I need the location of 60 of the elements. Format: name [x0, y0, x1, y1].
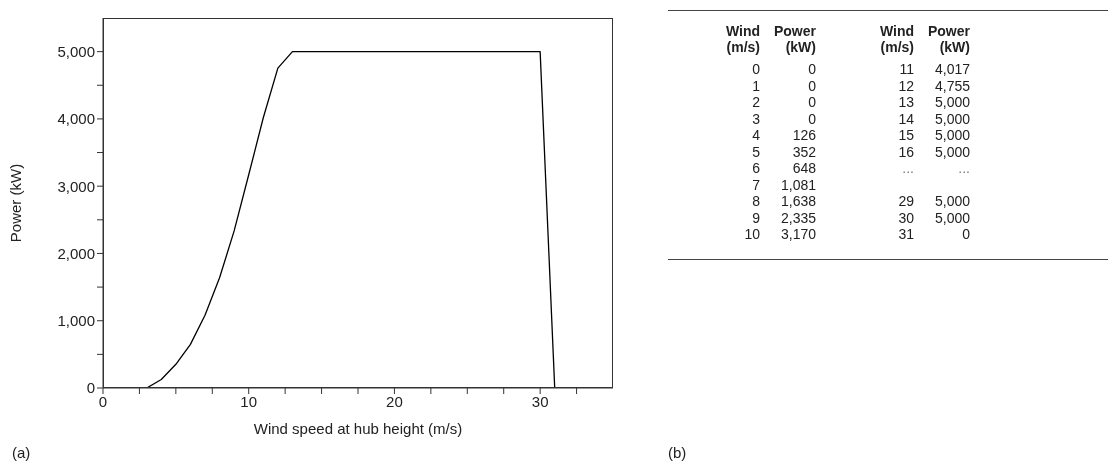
text: Power (kW): [773, 23, 817, 57]
text: 14: [897, 110, 915, 127]
text: 16: [897, 143, 915, 160]
text: 2,335: [779, 209, 817, 226]
text: 13: [897, 94, 915, 111]
text: 0: [807, 94, 817, 111]
text: 31: [897, 226, 915, 243]
text: 9: [751, 209, 761, 226]
y-tick-label: 4,000: [57, 110, 95, 128]
text: 3,170: [779, 226, 817, 243]
text: (b): [668, 444, 687, 461]
y-tick-label: 0: [86, 379, 95, 397]
text: 0: [807, 110, 817, 127]
x-axis-title: Wind speed at hub height (m/s): [252, 420, 464, 437]
text: 11: [898, 61, 915, 78]
text: 1,081: [779, 176, 817, 193]
text: 5,000: [933, 127, 971, 144]
text: 0: [807, 61, 817, 78]
text: 10: [743, 226, 761, 243]
text: 30: [897, 209, 915, 226]
text: 8: [751, 193, 761, 210]
text: 6: [751, 160, 761, 177]
text: 5,000: [933, 193, 971, 210]
text: 4,755: [933, 77, 971, 94]
text: 3: [751, 110, 761, 127]
y-axis-title: Power (kW): [7, 163, 25, 243]
text: 5,000: [933, 143, 971, 160]
text: 126: [791, 127, 817, 144]
y-tick-label: 3,000: [57, 177, 95, 195]
text: (a): [12, 444, 31, 461]
text: 5,000: [933, 110, 971, 127]
text: 12: [897, 77, 915, 94]
text: 0: [961, 226, 971, 243]
text: 5,000: [933, 209, 971, 226]
text: 2: [751, 94, 761, 111]
text: 29: [897, 193, 915, 210]
text: 1,638: [779, 193, 817, 210]
text: 0: [751, 61, 761, 78]
text: ...: [901, 160, 915, 177]
text: 352: [791, 143, 817, 160]
text: ...: [958, 160, 970, 176]
text: 5: [751, 143, 761, 160]
text: Wind (m/s): [879, 23, 914, 55]
text: 4: [751, 127, 761, 144]
x-tick-label: 10: [240, 392, 258, 410]
text: Power (kW): [927, 23, 970, 55]
text: Wind (m/s): [724, 23, 761, 57]
y-tick-label: 5,000: [57, 42, 95, 60]
x-tick-label: 0: [98, 392, 108, 410]
y-tick-label: 2,000: [57, 244, 95, 262]
x-tick-label: 30: [531, 392, 549, 410]
x-tick-label: 20: [386, 392, 403, 410]
y-tick-label: 1,000: [57, 312, 95, 330]
text: 15: [897, 127, 915, 144]
text: 5,000: [933, 94, 971, 111]
text: 648: [791, 160, 817, 177]
text: 0: [807, 77, 817, 94]
text: 4,017: [933, 61, 971, 78]
text: 7: [751, 176, 761, 193]
text: 1: [751, 77, 761, 94]
